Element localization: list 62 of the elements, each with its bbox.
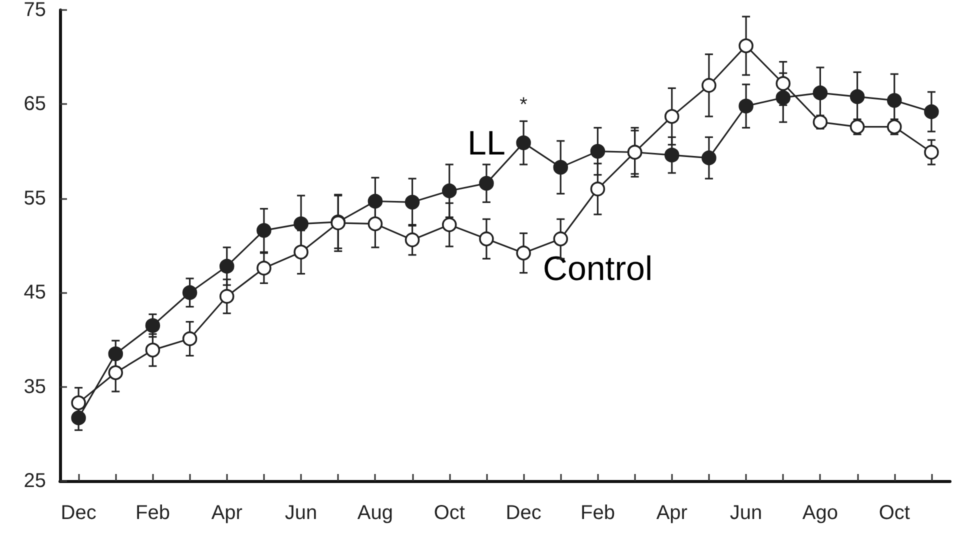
- x-tick-label: Feb: [580, 502, 615, 524]
- x-tick-label: Oct: [434, 502, 466, 524]
- point: [442, 183, 457, 198]
- y-tick-label: 75: [24, 0, 46, 21]
- x-tick-label: Oct: [878, 502, 910, 524]
- point: [738, 38, 754, 54]
- point: [182, 331, 198, 346]
- point: [108, 365, 124, 380]
- point: [886, 93, 902, 108]
- point: [738, 98, 754, 114]
- point: [924, 144, 939, 160]
- point: [776, 76, 791, 91]
- point: [590, 182, 606, 196]
- point: [776, 90, 791, 105]
- x-tick-label: Jun: [284, 502, 318, 524]
- point: [924, 104, 939, 120]
- point: [479, 176, 494, 191]
- y-tick-label: 65: [24, 93, 46, 116]
- x-tick-label: Dec: [506, 502, 542, 524]
- point: [664, 109, 680, 124]
- point: [886, 119, 902, 134]
- x-tick-label: Dec: [60, 502, 96, 524]
- point: [182, 285, 198, 300]
- point: [108, 346, 124, 362]
- point: [71, 395, 86, 410]
- y-tick-label: 45: [24, 282, 46, 304]
- point: [219, 258, 234, 274]
- point: [256, 223, 272, 238]
- point: [368, 216, 383, 232]
- y-tick-label: 55: [24, 187, 46, 210]
- point: [442, 217, 457, 232]
- point: [516, 246, 531, 260]
- point: [850, 89, 865, 104]
- annotation: *: [520, 94, 528, 116]
- x-tick-label: Aug: [357, 502, 394, 524]
- x-tick-label: Jun: [730, 502, 762, 524]
- series-label: Control: [542, 250, 653, 288]
- x-tick-label: Ago: [802, 502, 838, 524]
- point: [145, 342, 160, 358]
- point: [294, 244, 308, 260]
- x-tick-label: Apr: [211, 502, 243, 524]
- point: [219, 288, 234, 304]
- point: [553, 160, 568, 175]
- point: [702, 150, 716, 166]
- point: [812, 86, 828, 100]
- point: [256, 260, 272, 276]
- point: [590, 144, 606, 159]
- x-tick-label: Apr: [656, 502, 688, 524]
- point: [702, 78, 716, 93]
- point: [516, 135, 531, 150]
- point: [553, 232, 568, 246]
- point: [404, 194, 420, 210]
- point: [71, 410, 86, 426]
- point: [664, 148, 680, 162]
- point: [404, 232, 420, 248]
- point: [294, 216, 308, 232]
- y-tick-label: 35: [24, 376, 46, 398]
- series-label: LL: [468, 124, 506, 162]
- point: [479, 232, 494, 246]
- x-tick-label: Feb: [135, 502, 170, 524]
- y-tick-label: 25: [24, 470, 46, 492]
- point: [368, 194, 383, 209]
